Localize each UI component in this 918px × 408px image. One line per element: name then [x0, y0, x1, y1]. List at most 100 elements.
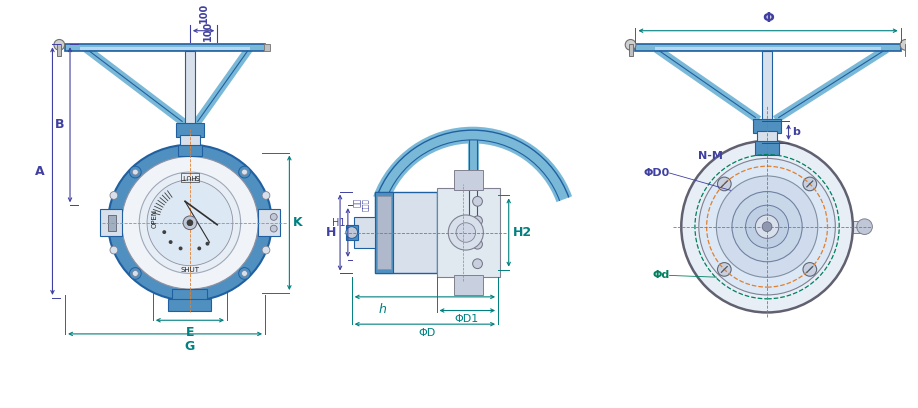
Circle shape	[473, 239, 482, 249]
Bar	[454, 275, 484, 295]
Circle shape	[140, 172, 241, 273]
Circle shape	[162, 230, 166, 234]
Text: H2: H2	[512, 226, 532, 239]
Circle shape	[262, 192, 270, 200]
Bar	[185, 51, 195, 147]
Circle shape	[803, 177, 817, 191]
Bar	[65, 44, 265, 51]
Bar	[794, 190, 832, 264]
Circle shape	[718, 263, 731, 276]
Bar	[57, 44, 62, 55]
Text: SHUT: SHUT	[181, 173, 199, 179]
Circle shape	[110, 192, 118, 200]
Bar	[791, 186, 835, 268]
Circle shape	[718, 177, 731, 191]
Circle shape	[197, 246, 201, 251]
Circle shape	[681, 141, 853, 313]
Ellipse shape	[122, 157, 258, 289]
Bar	[353, 217, 377, 248]
Circle shape	[129, 268, 141, 279]
Bar	[756, 141, 778, 155]
Bar	[173, 289, 207, 301]
Text: 100: 100	[203, 20, 212, 41]
Bar	[375, 192, 393, 273]
Circle shape	[456, 223, 476, 242]
Text: OPEN: OPEN	[151, 209, 158, 228]
Bar	[754, 120, 780, 133]
Circle shape	[239, 268, 251, 279]
Circle shape	[241, 169, 248, 175]
Bar	[178, 145, 202, 157]
Text: 100: 100	[198, 3, 208, 23]
Circle shape	[803, 263, 817, 276]
Ellipse shape	[108, 145, 272, 301]
Text: 输出端: 输出端	[362, 198, 369, 211]
Circle shape	[625, 40, 636, 50]
Text: B: B	[55, 118, 64, 131]
Text: N-M: N-M	[698, 151, 723, 162]
Bar	[635, 44, 901, 51]
Bar	[904, 44, 909, 55]
Text: b: b	[792, 127, 800, 137]
Circle shape	[169, 240, 173, 244]
Text: ΦD: ΦD	[419, 328, 435, 338]
Text: H1: H1	[332, 218, 346, 228]
Text: H: H	[326, 226, 336, 239]
Circle shape	[129, 166, 141, 178]
Circle shape	[179, 246, 183, 251]
Circle shape	[187, 220, 193, 226]
Circle shape	[110, 246, 118, 254]
Circle shape	[239, 166, 251, 178]
Circle shape	[448, 215, 484, 250]
Circle shape	[132, 271, 139, 276]
Bar	[655, 47, 881, 50]
Circle shape	[132, 169, 139, 175]
Circle shape	[54, 40, 64, 50]
Bar	[629, 44, 633, 55]
Bar	[377, 196, 391, 268]
Text: K: K	[293, 216, 303, 229]
Circle shape	[756, 215, 778, 238]
Bar	[762, 51, 772, 143]
Text: Φd: Φd	[653, 271, 669, 280]
Bar	[180, 135, 200, 147]
Circle shape	[473, 216, 482, 226]
Circle shape	[346, 227, 358, 238]
Text: G: G	[185, 340, 195, 353]
Bar	[437, 188, 500, 277]
Bar	[169, 299, 211, 310]
Circle shape	[473, 196, 482, 206]
Circle shape	[147, 180, 233, 266]
Bar	[835, 221, 865, 233]
Text: 转矩: 转矩	[353, 198, 362, 207]
Circle shape	[473, 259, 482, 268]
Circle shape	[732, 192, 802, 262]
Bar	[181, 173, 198, 182]
Circle shape	[206, 242, 209, 246]
Bar	[108, 215, 116, 231]
Bar	[100, 209, 122, 236]
Circle shape	[271, 225, 277, 232]
Circle shape	[901, 40, 911, 50]
Text: SHUT: SHUT	[181, 266, 199, 273]
Bar	[375, 192, 437, 273]
Circle shape	[745, 205, 789, 248]
Circle shape	[271, 213, 277, 220]
Bar	[176, 123, 204, 137]
Circle shape	[241, 271, 248, 276]
Text: A: A	[35, 164, 45, 177]
Bar	[80, 47, 251, 50]
Circle shape	[183, 216, 196, 230]
Text: Φ: Φ	[762, 11, 774, 25]
Bar	[264, 44, 270, 51]
Circle shape	[856, 219, 872, 235]
Text: ΦD1: ΦD1	[454, 315, 478, 324]
Circle shape	[262, 246, 270, 254]
Circle shape	[699, 158, 835, 295]
Circle shape	[716, 176, 818, 277]
Bar	[346, 225, 358, 240]
Bar	[258, 209, 280, 236]
Bar	[454, 170, 484, 190]
Text: h: h	[379, 303, 386, 316]
Text: ΦD0: ΦD0	[644, 168, 669, 178]
